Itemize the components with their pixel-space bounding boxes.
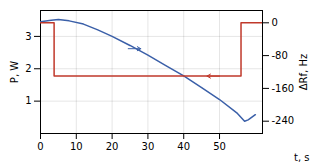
- svg-text:50: 50: [213, 141, 226, 152]
- svg-text:-80: -80: [272, 50, 288, 61]
- svg-text:10: 10: [70, 141, 83, 152]
- svg-text:30: 30: [142, 141, 155, 152]
- svg-text:3: 3: [25, 31, 31, 42]
- svg-text:1: 1: [25, 95, 31, 106]
- svg-text:40: 40: [177, 141, 190, 152]
- svg-text:0: 0: [272, 17, 278, 28]
- svg-text:P, W: P, W: [9, 61, 20, 83]
- svg-text:ΔRf, Hz: ΔRf, Hz: [298, 54, 309, 90]
- svg-text:0: 0: [37, 141, 43, 152]
- svg-text:-240: -240: [272, 115, 295, 126]
- svg-text:2: 2: [25, 63, 31, 74]
- svg-text:20: 20: [106, 141, 119, 152]
- svg-text:t, s: t, s: [294, 152, 310, 163]
- svg-text:-160: -160: [272, 83, 295, 94]
